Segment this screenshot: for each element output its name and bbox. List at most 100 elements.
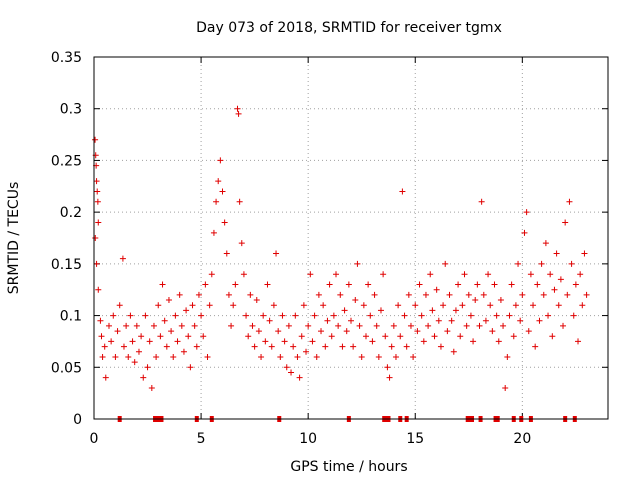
data-point bbox=[343, 328, 350, 335]
data-point bbox=[168, 328, 175, 335]
data-point bbox=[273, 250, 280, 257]
data-point bbox=[140, 374, 147, 381]
data-point bbox=[337, 291, 344, 298]
data-point bbox=[266, 317, 273, 324]
data-point bbox=[142, 312, 149, 319]
data-point bbox=[92, 235, 99, 241]
data-point bbox=[365, 281, 372, 288]
data-point bbox=[540, 291, 547, 298]
data-point bbox=[114, 328, 121, 335]
data-point bbox=[228, 322, 235, 329]
data-point bbox=[249, 322, 256, 329]
data-point bbox=[138, 333, 145, 340]
data-point bbox=[502, 384, 509, 391]
data-point bbox=[112, 353, 119, 360]
data-point bbox=[525, 328, 532, 335]
data-point bbox=[512, 302, 519, 309]
data-point bbox=[153, 353, 160, 360]
data-point bbox=[358, 353, 365, 360]
data-point bbox=[123, 322, 130, 329]
data-point bbox=[461, 271, 468, 278]
data-point bbox=[131, 359, 138, 366]
data-point bbox=[93, 178, 100, 185]
data-point bbox=[97, 317, 104, 324]
data-point bbox=[238, 240, 245, 247]
data-point bbox=[489, 328, 496, 335]
data-point bbox=[450, 348, 457, 355]
data-point bbox=[352, 297, 359, 304]
data-point bbox=[403, 343, 410, 350]
data-point bbox=[125, 353, 132, 360]
y-tick-label: 0.3 bbox=[60, 102, 82, 118]
data-point bbox=[390, 322, 397, 329]
data-point bbox=[431, 333, 438, 340]
data-point bbox=[93, 260, 100, 267]
data-point bbox=[377, 307, 384, 314]
data-point bbox=[200, 333, 207, 340]
data-point bbox=[478, 198, 485, 205]
data-point bbox=[532, 343, 539, 350]
data-point bbox=[180, 348, 187, 355]
data-point bbox=[564, 291, 571, 298]
data-point bbox=[581, 250, 588, 257]
data-point bbox=[183, 307, 190, 314]
y-tick-label: 0.15 bbox=[51, 257, 82, 273]
data-point bbox=[485, 271, 492, 278]
data-point bbox=[380, 271, 387, 278]
data-point bbox=[575, 338, 582, 345]
data-point bbox=[285, 322, 292, 329]
data-point bbox=[161, 317, 168, 324]
data-point bbox=[410, 353, 417, 360]
data-point bbox=[155, 302, 162, 309]
data-point bbox=[399, 188, 406, 195]
y-tick-label: 0 bbox=[73, 412, 82, 428]
data-point bbox=[290, 343, 297, 350]
data-point bbox=[198, 312, 205, 319]
data-point bbox=[99, 353, 106, 360]
data-point bbox=[530, 302, 537, 309]
data-point bbox=[579, 302, 586, 309]
data-point bbox=[94, 188, 101, 195]
data-point bbox=[367, 312, 374, 319]
data-point bbox=[422, 291, 429, 298]
data-point bbox=[566, 198, 573, 205]
y-axis-label: SRMTID / TECUs bbox=[6, 182, 22, 295]
data-point bbox=[433, 286, 440, 293]
data-point bbox=[583, 291, 590, 298]
data-point bbox=[320, 302, 327, 309]
data-point bbox=[392, 353, 399, 360]
x-tick-label: 15 bbox=[406, 431, 424, 447]
data-point bbox=[508, 281, 515, 288]
data-point bbox=[243, 312, 250, 319]
data-point bbox=[313, 353, 320, 360]
data-point bbox=[570, 312, 577, 319]
data-point bbox=[251, 343, 258, 350]
data-point bbox=[92, 136, 99, 143]
data-point bbox=[258, 353, 265, 360]
data-point bbox=[163, 343, 170, 350]
chart-title: Day 073 of 2018, SRMTID for receiver tgm… bbox=[196, 20, 502, 36]
data-point bbox=[144, 364, 151, 371]
data-point bbox=[555, 302, 562, 309]
data-point bbox=[223, 250, 230, 257]
data-point bbox=[94, 198, 101, 205]
data-point bbox=[217, 157, 224, 164]
data-point bbox=[350, 343, 357, 350]
data-point bbox=[187, 364, 194, 371]
data-point bbox=[388, 343, 395, 350]
data-point bbox=[204, 353, 211, 360]
data-point bbox=[480, 291, 487, 298]
y-axis: 0 0.05 0.1 0.15 0.2 0.25 0.3 0.35 bbox=[51, 50, 608, 428]
data-series bbox=[92, 105, 590, 391]
data-point bbox=[444, 328, 451, 335]
data-point bbox=[208, 271, 215, 278]
data-point bbox=[429, 307, 436, 314]
data-point bbox=[247, 291, 254, 298]
data-point bbox=[268, 343, 275, 350]
data-point bbox=[493, 312, 500, 319]
data-point bbox=[240, 271, 247, 278]
data-point bbox=[191, 322, 198, 329]
data-point bbox=[345, 281, 352, 288]
data-point bbox=[202, 281, 209, 288]
